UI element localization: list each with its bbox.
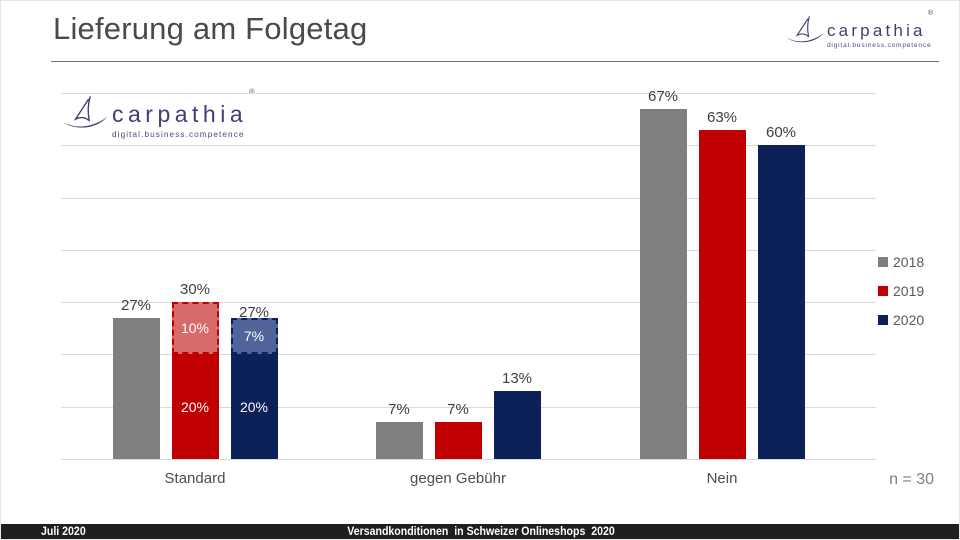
- gridline-70: [61, 93, 876, 94]
- gridline-20: [61, 354, 876, 356]
- gridline-0: [61, 459, 876, 460]
- legend-label: 2019: [893, 282, 925, 299]
- sailboat-icon: [62, 96, 108, 128]
- gridline-50: [61, 197, 876, 199]
- legend-item-2019: 2019: [878, 276, 924, 305]
- footer-bar: Juli 2020 Versandkonditionen in Schweize…: [1, 524, 959, 539]
- mast: [806, 16, 810, 38]
- gridline-60: [61, 145, 876, 147]
- segment-value-label: 7%: [243, 328, 265, 345]
- bar-2019-gegen-geb-hr: [434, 422, 482, 459]
- bar-segment-2019-standard-solid: 20%: [171, 354, 219, 459]
- category-label-standard: Standard: [164, 470, 226, 487]
- bar-2018-nein: [639, 108, 687, 459]
- bar-value-label: 27%: [238, 303, 270, 321]
- legend-swatch-2019: [878, 285, 888, 296]
- bar-value-label: 60%: [765, 124, 797, 142]
- bar-2019-nein: [698, 129, 746, 459]
- logo-wordmark: carpathia: [826, 21, 926, 40]
- footer-date: Juli 2020: [41, 526, 86, 538]
- segment-value-label: 20%: [180, 398, 210, 415]
- carpathia-watermark-logo: carpathia ® digital.business.competence: [61, 87, 255, 139]
- bar-segment-2020-standard-dashed: 7%: [230, 317, 278, 355]
- gridline-30: [61, 302, 876, 304]
- mast: [87, 96, 91, 122]
- category-label-gegen-geb-hr: gegen Gebühr: [410, 470, 506, 487]
- bar-segment-2020-standard-solid: 20%: [230, 354, 278, 459]
- page-title: Lieferung am Folgetag: [53, 11, 368, 46]
- carpathia-logo: carpathia ® digital.business.competence: [785, 8, 933, 49]
- legend-swatch-2018: [878, 256, 888, 267]
- bar-2018-standard: [112, 317, 160, 459]
- legend-swatch-2020: [878, 314, 888, 325]
- bar-value-label: 13%: [501, 370, 533, 388]
- bar-value-label: 67%: [647, 87, 679, 105]
- bar-value-label: 7%: [388, 401, 410, 419]
- gridline-10: [61, 406, 876, 408]
- footer-title: Versandkonditionen in Schweizer Onlinesh…: [347, 526, 615, 538]
- logo-text: carpathia ® digital.business.competence: [112, 87, 255, 139]
- logo-text: carpathia ® digital.business.competence: [826, 8, 933, 49]
- bar-value-label: 7%: [447, 401, 469, 419]
- bar-2020-nein: [757, 145, 805, 459]
- legend-label: 2018: [893, 253, 925, 270]
- bar-2018-gegen-geb-hr: [375, 422, 423, 459]
- legend-label: 2020: [893, 311, 925, 328]
- logo-wordmark: carpathia: [112, 101, 248, 127]
- registered-mark: ®: [249, 87, 255, 96]
- sail: [73, 98, 90, 121]
- sailboat-icon: [786, 16, 824, 43]
- sample-size-note: n = 30: [889, 471, 934, 488]
- bar-value-label: 27%: [120, 296, 152, 314]
- segment-value-label: 20%: [239, 398, 269, 415]
- legend-item-2018: 2018: [878, 247, 924, 276]
- gridline-40: [61, 249, 876, 251]
- logo-tagline: digital.business.competence: [826, 42, 932, 49]
- bar-segment-2019-standard-dashed: 10%: [171, 302, 219, 355]
- sail: [795, 18, 809, 37]
- bar-2020-gegen-geb-hr: [493, 391, 541, 459]
- bar-value-label: 63%: [706, 108, 738, 126]
- bar-value-label: 30%: [179, 281, 211, 299]
- title-underline: [51, 61, 939, 62]
- logo-tagline: digital.business.competence: [112, 130, 245, 139]
- chart-legend: 2018 2019 2020: [878, 247, 924, 334]
- category-label-nein: Nein: [706, 470, 738, 487]
- legend-item-2020: 2020: [878, 305, 924, 334]
- segment-value-label: 10%: [180, 320, 210, 337]
- registered-mark: ®: [927, 8, 933, 17]
